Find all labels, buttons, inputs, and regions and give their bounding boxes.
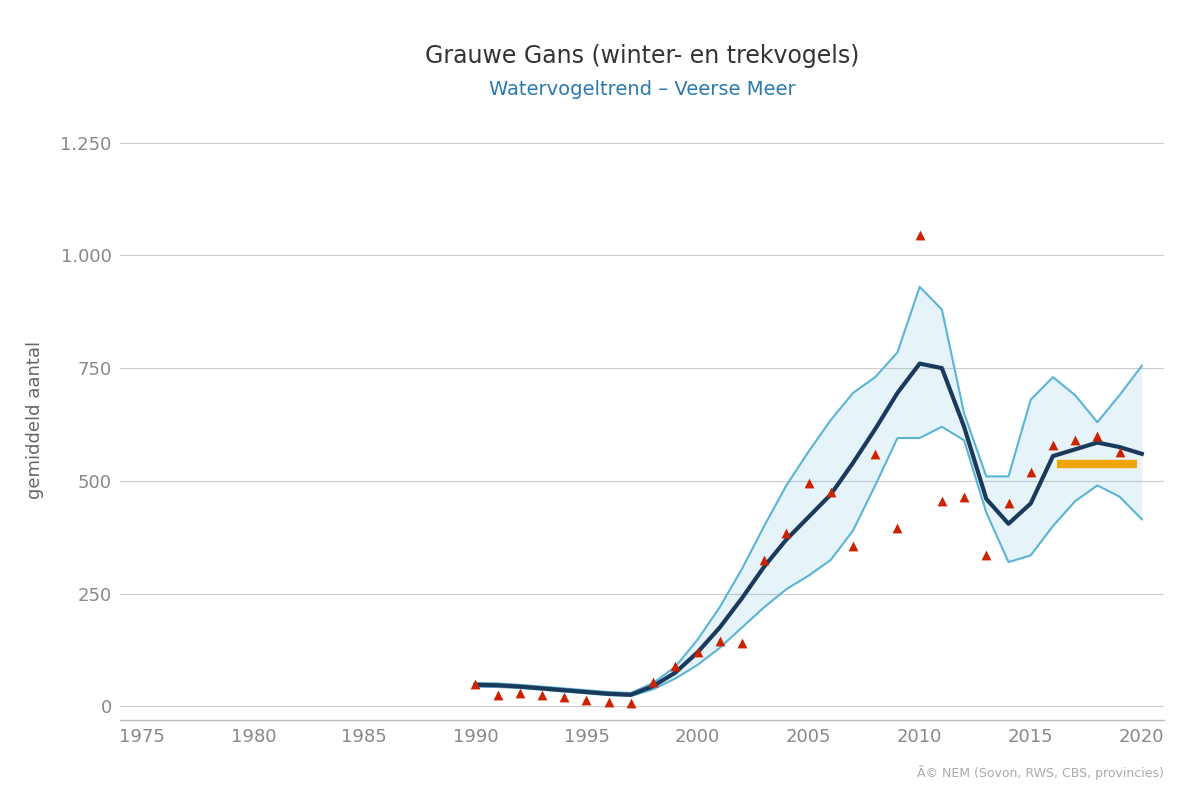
- Point: [1087, 430, 1106, 442]
- Point: [910, 229, 929, 242]
- Point: [932, 495, 952, 508]
- Point: [510, 686, 529, 699]
- Point: [688, 646, 707, 658]
- Point: [643, 675, 662, 688]
- Point: [844, 540, 863, 553]
- Text: Grauwe Gans (winter- en trekvogels): Grauwe Gans (winter- en trekvogels): [425, 44, 859, 68]
- Point: [888, 522, 907, 534]
- Point: [710, 634, 730, 647]
- Point: [1110, 445, 1129, 458]
- Point: [666, 659, 685, 672]
- Point: [1021, 466, 1040, 478]
- Point: [577, 694, 596, 706]
- Point: [533, 689, 552, 702]
- Text: Watervogeltrend – Veerse Meer: Watervogeltrend – Veerse Meer: [488, 80, 796, 99]
- Point: [466, 678, 485, 690]
- Point: [755, 554, 774, 566]
- Point: [622, 697, 641, 710]
- Point: [998, 497, 1018, 510]
- Point: [599, 695, 618, 708]
- Point: [1043, 438, 1062, 451]
- Point: [488, 689, 508, 702]
- Point: [977, 549, 996, 562]
- Point: [1066, 434, 1085, 446]
- Point: [799, 477, 818, 490]
- Point: [776, 526, 796, 539]
- Point: [954, 490, 973, 503]
- Point: [554, 691, 574, 704]
- Point: [732, 637, 751, 650]
- Text: Ã© NEM (Sovon, RWS, CBS, provincies): Ã© NEM (Sovon, RWS, CBS, provincies): [917, 765, 1164, 780]
- Y-axis label: gemiddeld aantal: gemiddeld aantal: [25, 341, 43, 499]
- Point: [865, 447, 884, 460]
- Point: [821, 486, 840, 498]
